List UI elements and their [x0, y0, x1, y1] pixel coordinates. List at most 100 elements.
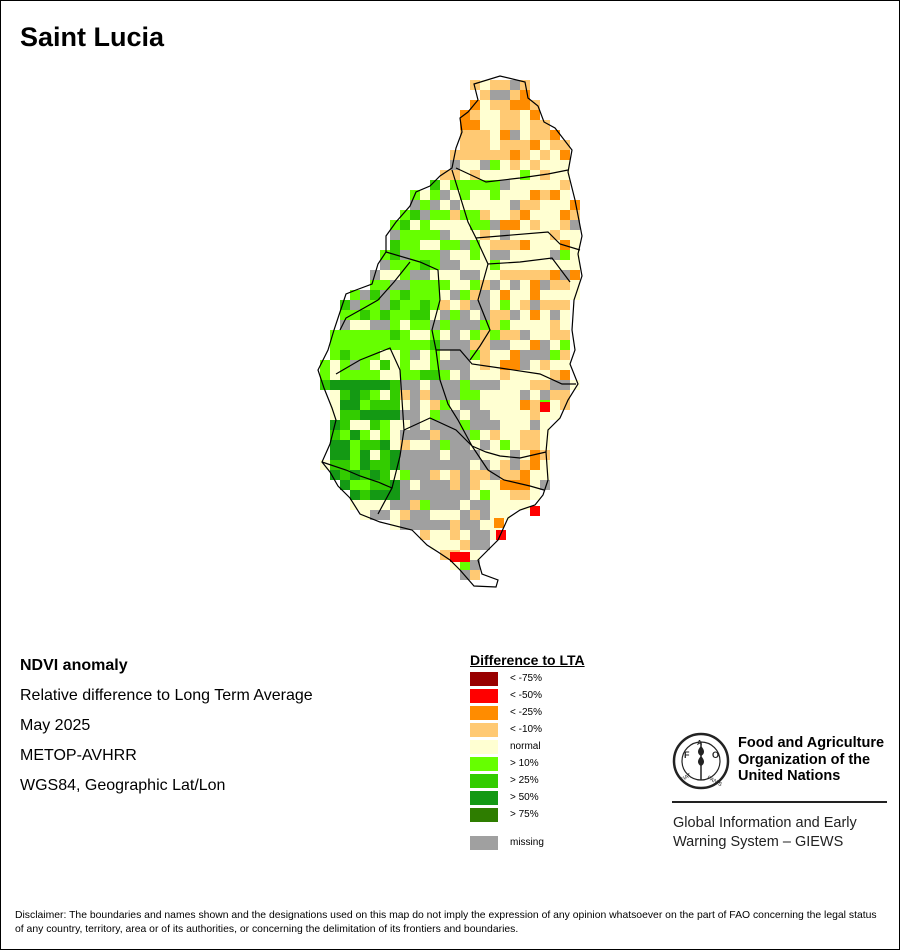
ndvi-cell: [530, 480, 540, 490]
ndvi-cell: [340, 370, 350, 380]
ndvi-cell: [380, 500, 390, 510]
ndvi-cell: [500, 170, 510, 180]
ndvi-cell: [420, 280, 430, 290]
ndvi-cell: [360, 410, 370, 420]
ndvi-cell: [450, 250, 460, 260]
ndvi-cell: [500, 370, 510, 380]
ndvi-cell: [390, 230, 400, 240]
ndvi-cell: [530, 290, 540, 300]
ndvi-cell: [510, 240, 520, 250]
ndvi-cell: [480, 100, 490, 110]
ndvi-cell: [500, 220, 510, 230]
ndvi-cell: [390, 320, 400, 330]
ndvi-cell: [320, 370, 330, 380]
ndvi-cell: [500, 240, 510, 250]
ndvi-cell: [420, 330, 430, 340]
ndvi-cell: [550, 150, 560, 160]
ndvi-cell: [510, 200, 520, 210]
ndvi-cell: [360, 420, 370, 430]
ndvi-cell: [450, 380, 460, 390]
ndvi-cell: [460, 280, 470, 290]
ndvi-cell: [490, 120, 500, 130]
ndvi-cell: [500, 300, 510, 310]
ndvi-cell: [470, 210, 480, 220]
ndvi-cell: [530, 220, 540, 230]
ndvi-cell: [460, 460, 470, 470]
legend-swatch: [470, 723, 498, 737]
ndvi-cell: [470, 220, 480, 230]
ndvi-cell: [530, 110, 540, 120]
ndvi-cell: [550, 230, 560, 240]
ndvi-cell: [390, 300, 400, 310]
ndvi-cell: [360, 330, 370, 340]
ndvi-cell: [370, 300, 380, 310]
ndvi-cell: [390, 240, 400, 250]
ndvi-cell: [520, 230, 530, 240]
ndvi-cell: [410, 500, 420, 510]
ndvi-cell: [550, 290, 560, 300]
ndvi-cell: [570, 240, 580, 250]
ndvi-cell: [500, 510, 510, 520]
ndvi-cell: [420, 350, 430, 360]
ndvi-cell: [430, 280, 440, 290]
ndvi-cell: [440, 460, 450, 470]
ndvi-cell: [330, 340, 340, 350]
product-date: May 2025: [20, 717, 91, 734]
ndvi-cell: [460, 510, 470, 520]
ndvi-cell: [450, 510, 460, 520]
ndvi-cell: [460, 220, 470, 230]
ndvi-cell: [480, 300, 490, 310]
ndvi-cell: [570, 200, 580, 210]
ndvi-cell: [450, 520, 460, 530]
ndvi-cell: [470, 250, 480, 260]
ndvi-cell: [520, 280, 530, 290]
district-boundary: [385, 251, 576, 385]
ndvi-cell: [350, 360, 360, 370]
ndvi-cell: [460, 340, 470, 350]
ndvi-cell: [480, 190, 490, 200]
ndvi-cell: [390, 480, 400, 490]
ndvi-cell: [360, 320, 370, 330]
ndvi-cell: [330, 450, 340, 460]
ndvi-cell: [570, 250, 580, 260]
ndvi-cell: [540, 380, 550, 390]
ndvi-cell: [510, 130, 520, 140]
ndvi-cell: [530, 360, 540, 370]
ndvi-cell: [330, 390, 340, 400]
ndvi-cell: [500, 500, 510, 510]
ndvi-cell: [440, 400, 450, 410]
ndvi-cell: [510, 220, 520, 230]
ndvi-cell: [410, 510, 420, 520]
ndvi-cell: [510, 450, 520, 460]
ndvi-cell: [350, 400, 360, 410]
ndvi-cell: [560, 360, 570, 370]
ndvi-cell: [420, 420, 430, 430]
ndvi-cell: [390, 460, 400, 470]
ndvi-cell: [460, 150, 470, 160]
ndvi-cell: [380, 270, 390, 280]
ndvi-cell: [510, 270, 520, 280]
ndvi-cell: [490, 480, 500, 490]
ndvi-cell: [510, 140, 520, 150]
ndvi-cell: [350, 320, 360, 330]
ndvi-cell: [470, 240, 480, 250]
ndvi-cell: [540, 350, 550, 360]
ndvi-cell: [390, 220, 400, 230]
ndvi-cell: [330, 330, 340, 340]
legend-label: < -25%: [510, 707, 542, 718]
ndvi-cell: [460, 130, 470, 140]
ndvi-cell: [430, 500, 440, 510]
ndvi-cell: [450, 290, 460, 300]
ndvi-cell: [440, 550, 450, 560]
ndvi-cell: [560, 350, 570, 360]
ndvi-cell: [460, 552, 470, 562]
ndvi-cell: [520, 440, 530, 450]
ndvi-cell: [530, 470, 540, 480]
ndvi-cell: [490, 390, 500, 400]
ndvi-cell: [410, 350, 420, 360]
ndvi-cell: [460, 540, 470, 550]
ndvi-cell: [490, 280, 500, 290]
ndvi-cell: [400, 220, 410, 230]
ndvi-cell: [470, 390, 480, 400]
ndvi-cell: [560, 150, 570, 160]
